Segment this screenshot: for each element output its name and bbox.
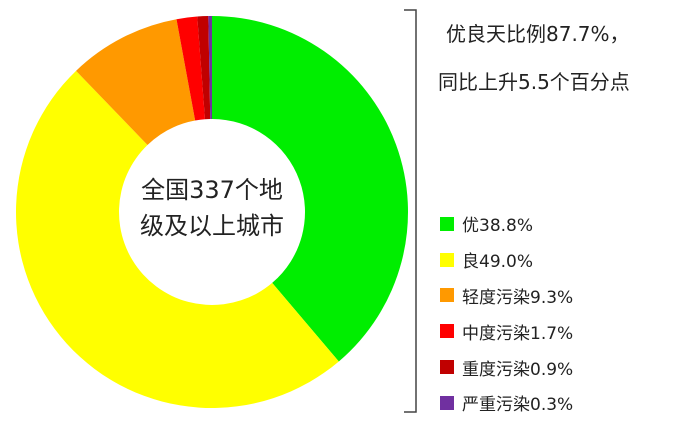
center-label: 全国337个地 级及以上城市 xyxy=(112,172,312,244)
legend-swatch xyxy=(440,360,454,375)
center-label-line-2: 级及以上城市 xyxy=(140,212,284,240)
legend-swatch xyxy=(440,216,454,231)
legend-item: 重度污染0.9% xyxy=(440,349,573,385)
donut-slice-4 xyxy=(197,16,211,120)
donut-slice-3 xyxy=(176,16,205,121)
legend-swatch xyxy=(440,288,454,303)
legend-label: 优38.8% xyxy=(462,216,534,237)
legend: 优38.8% 良49.0% 轻度污染9.3% 中度污染1.7% 重度污染0.9% 严重污染… xyxy=(440,206,573,421)
legend-swatch xyxy=(440,252,454,267)
legend-item: 良49.0% xyxy=(440,242,573,278)
headline-line-1: 优良天比例87.7%， xyxy=(446,22,630,46)
legend-item: 中度污染1.7% xyxy=(440,313,573,349)
donut-slice-1 xyxy=(16,70,339,408)
legend-swatch xyxy=(440,395,454,410)
legend-label: 轻度污染9.3% xyxy=(462,287,574,308)
legend-item: 轻度污染9.3% xyxy=(440,278,573,314)
legend-label: 中度污染1.7% xyxy=(462,323,574,344)
legend-label: 重度污染0.9% xyxy=(462,359,574,380)
bracket xyxy=(404,9,417,413)
center-label-line-1: 全国337个地 xyxy=(141,176,283,204)
legend-swatch xyxy=(440,324,454,339)
legend-label: 严重污染0.3% xyxy=(462,395,574,416)
donut-slice-0 xyxy=(212,16,408,362)
donut-slice-2 xyxy=(76,19,196,146)
headline-line-2: 同比上升5.5个百分点 xyxy=(438,70,630,94)
legend-item: 严重污染0.3% xyxy=(440,385,573,421)
legend-item: 优38.8% xyxy=(440,206,573,242)
donut-slice-5 xyxy=(208,16,212,120)
legend-label: 良49.0% xyxy=(462,252,534,273)
